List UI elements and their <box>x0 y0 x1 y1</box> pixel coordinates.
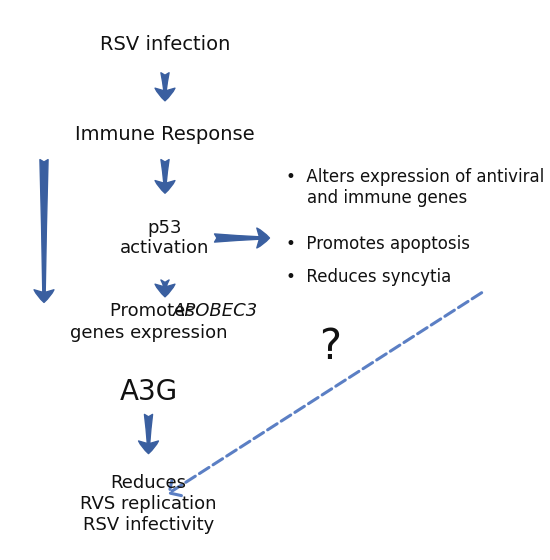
Text: Promotes: Promotes <box>110 302 200 320</box>
Text: •  Promotes apoptosis: • Promotes apoptosis <box>286 235 470 253</box>
Text: p53
activation: p53 activation <box>120 218 210 258</box>
Text: RSV infection: RSV infection <box>100 35 230 54</box>
Text: genes expression: genes expression <box>70 324 227 342</box>
Text: •  Reduces syncytia: • Reduces syncytia <box>286 268 451 286</box>
Text: A3G: A3G <box>119 378 178 406</box>
Text: APOBEC3: APOBEC3 <box>173 302 258 320</box>
Text: Reduces
RVS replication
RSV infectivity: Reduces RVS replication RSV infectivity <box>80 474 217 534</box>
Text: Immune Response: Immune Response <box>75 125 255 144</box>
Text: ?: ? <box>319 326 341 368</box>
Text: •  Alters expression of antiviral
    and immune genes: • Alters expression of antiviral and imm… <box>286 168 544 207</box>
